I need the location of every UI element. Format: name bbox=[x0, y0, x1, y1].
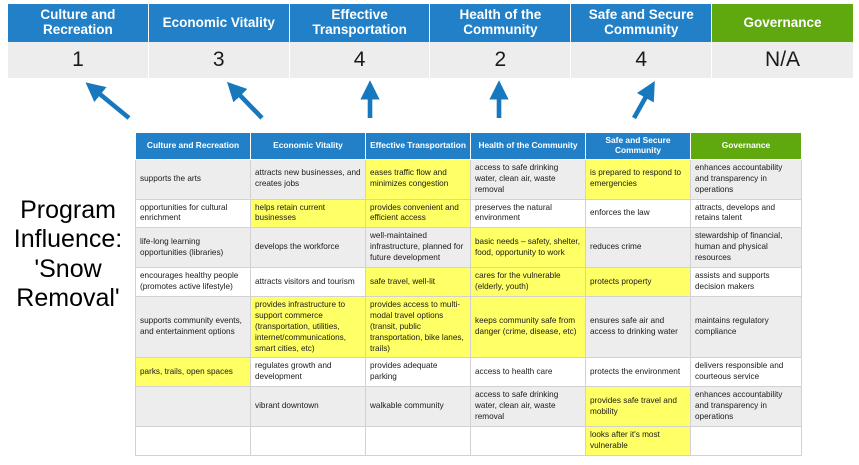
matrix-cell: access to health care bbox=[470, 357, 586, 388]
scorecard-banner: Culture and Recreation 1 Economic Vitality… bbox=[8, 4, 853, 78]
scorecard-column-1: Economic Vitality 3 bbox=[148, 4, 290, 78]
matrix-cell: preserves the natural environment bbox=[470, 198, 586, 229]
scorecard-score-value: 4 bbox=[289, 42, 431, 78]
scorecard-column-4: Safe and Secure Community 4 bbox=[571, 4, 713, 78]
matrix-body: supports the arts attracts new businesses… bbox=[135, 158, 802, 456]
table-row: vibrant downtown walkable community access… bbox=[135, 386, 802, 427]
matrix-cell: regulates growth and development bbox=[250, 357, 366, 388]
matrix-cell: maintains regulatory compliance bbox=[690, 295, 802, 359]
matrix-cell: enhances accountability and transparency… bbox=[690, 158, 802, 200]
matrix-cell: provides convenient and efficient access bbox=[365, 198, 471, 229]
matrix-cell: vibrant downtown bbox=[250, 386, 366, 427]
matrix-cell: provides access to multi-modal travel op… bbox=[365, 295, 471, 359]
scorecard-header-label: Governance bbox=[712, 4, 853, 42]
matrix-cell: provides adequate parking bbox=[365, 357, 471, 388]
scorecard-score-value: 1 bbox=[8, 42, 149, 78]
matrix-cell: assists and supports decision makers bbox=[690, 267, 802, 297]
arrow-group bbox=[85, 80, 655, 120]
arrow-economic-vitality bbox=[226, 81, 264, 120]
matrix-cell: life-long learning opportunities (librar… bbox=[135, 227, 251, 269]
page-title: Program Influence: 'Snow Removal' bbox=[13, 196, 123, 312]
matrix-cell: access to safe drinking water, clean air… bbox=[470, 158, 586, 200]
table-row: parks, trails, open spaces regulates grow… bbox=[135, 357, 802, 388]
program-influence-matrix: Culture and Recreation Economic Vitality E… bbox=[135, 132, 802, 456]
table-row: opportunities for cultural enrichment hel… bbox=[135, 198, 802, 229]
matrix-cell: encourages healthy people (promotes acti… bbox=[135, 267, 251, 297]
matrix-cell bbox=[135, 386, 251, 427]
matrix-column-header: Culture and Recreation bbox=[135, 132, 251, 160]
scorecard-column-5: Governance N/A bbox=[712, 4, 853, 78]
matrix-column-header: Effective Transportation bbox=[365, 132, 471, 160]
matrix-cell: provides safe travel and mobility bbox=[585, 386, 691, 427]
scorecard-score-value: 3 bbox=[148, 42, 290, 78]
matrix-cell: ensures safe air and access to drinking … bbox=[585, 295, 691, 359]
table-row: looks after it's most vulnerable bbox=[135, 425, 802, 456]
table-row: encourages healthy people (promotes acti… bbox=[135, 267, 802, 297]
scorecard-score-value: 2 bbox=[430, 42, 572, 78]
matrix-cell bbox=[365, 425, 471, 456]
matrix-cell: protects the environment bbox=[585, 357, 691, 388]
arrow-safe-and-secure-community bbox=[631, 80, 655, 120]
matrix-column-header: Health of the Community bbox=[470, 132, 586, 160]
matrix-cell: is prepared to respond to emergencies bbox=[585, 158, 691, 200]
scorecard-header-label: Economic Vitality bbox=[148, 4, 290, 42]
scorecard-header-label: Safe and Secure Community bbox=[571, 4, 713, 42]
matrix-cell: parks, trails, open spaces bbox=[135, 357, 251, 388]
matrix-cell: reduces crime bbox=[585, 227, 691, 269]
matrix-cell bbox=[690, 425, 802, 456]
arrow-culture-and-recreation bbox=[85, 82, 131, 120]
scorecard-score-value: 4 bbox=[571, 42, 713, 78]
matrix-cell: enforces the law bbox=[585, 198, 691, 229]
matrix-column-header: Economic Vitality bbox=[250, 132, 366, 160]
matrix-cell: eases traffic flow and minimizes congest… bbox=[365, 158, 471, 200]
matrix-cell: well-maintained infrastructure, planned … bbox=[365, 227, 471, 269]
matrix-cell: keeps community safe from danger (crime,… bbox=[470, 295, 586, 359]
matrix-cell bbox=[250, 425, 366, 456]
matrix-cell bbox=[470, 425, 586, 456]
matrix-cell: stewardship of financial, human and phys… bbox=[690, 227, 802, 269]
matrix-cell bbox=[135, 425, 251, 456]
matrix-cell: helps retain current businesses bbox=[250, 198, 366, 229]
matrix-column-header: Safe and Secure Community bbox=[585, 132, 691, 160]
matrix-column-header: Governance bbox=[690, 132, 802, 160]
matrix-cell: develops the workforce bbox=[250, 227, 366, 269]
scorecard-header-label: Health of the Community bbox=[430, 4, 572, 42]
matrix-cell: walkable community bbox=[365, 386, 471, 427]
matrix-header-row: Culture and Recreation Economic Vitality E… bbox=[135, 132, 802, 160]
matrix-cell: attracts visitors and tourism bbox=[250, 267, 366, 297]
scorecard-column-3: Health of the Community 2 bbox=[430, 4, 572, 78]
scorecard-header-label: Effective Transportation bbox=[289, 4, 431, 42]
matrix-cell: protects property bbox=[585, 267, 691, 297]
matrix-cell: supports community events, and entertain… bbox=[135, 295, 251, 359]
matrix-cell: enhances accountability and transparency… bbox=[690, 386, 802, 427]
matrix-cell: supports the arts bbox=[135, 158, 251, 200]
matrix-cell: looks after it's most vulnerable bbox=[585, 425, 691, 456]
matrix-cell: cares for the vulnerable (elderly, youth… bbox=[470, 267, 586, 297]
table-row: supports community events, and entertain… bbox=[135, 295, 802, 359]
scorecard-column-0: Culture and Recreation 1 bbox=[8, 4, 149, 78]
matrix-cell: basic needs – safety, shelter, food, opp… bbox=[470, 227, 586, 269]
matrix-cell: opportunities for cultural enrichment bbox=[135, 198, 251, 229]
matrix-cell: provides infrastructure to support comme… bbox=[250, 295, 366, 359]
scorecard-score-value: N/A bbox=[712, 42, 853, 78]
matrix-cell: attracts, develops and retains talent bbox=[690, 198, 802, 229]
scorecard-column-2: Effective Transportation 4 bbox=[289, 4, 431, 78]
table-row: life-long learning opportunities (librar… bbox=[135, 227, 802, 269]
matrix-cell: safe travel, well-lit bbox=[365, 267, 471, 297]
matrix-cell: attracts new businesses, and creates job… bbox=[250, 158, 366, 200]
matrix-cell: delivers responsible and courteous servi… bbox=[690, 357, 802, 388]
scorecard-header-label: Culture and Recreation bbox=[8, 4, 149, 42]
table-row: supports the arts attracts new businesses… bbox=[135, 158, 802, 200]
matrix-cell: access to safe drinking water, clean air… bbox=[470, 386, 586, 427]
